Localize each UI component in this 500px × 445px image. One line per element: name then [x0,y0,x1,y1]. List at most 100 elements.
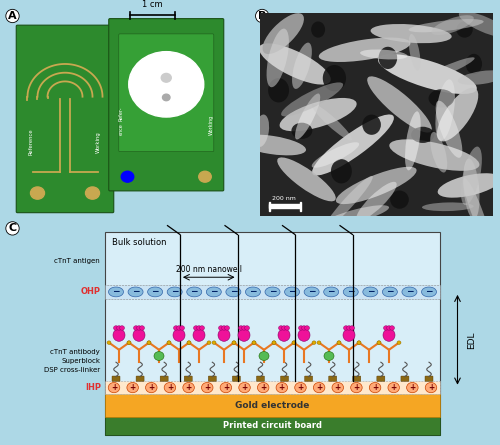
Ellipse shape [280,98,356,131]
Text: +: + [390,383,397,392]
Circle shape [147,341,151,344]
Circle shape [324,352,334,360]
FancyBboxPatch shape [425,376,433,381]
Text: +: + [278,383,285,392]
FancyBboxPatch shape [160,376,168,381]
Text: Working: Working [209,114,214,134]
Text: −: − [328,287,335,296]
FancyBboxPatch shape [16,25,114,213]
Ellipse shape [292,123,312,139]
Circle shape [426,382,437,392]
Circle shape [332,382,344,392]
Circle shape [183,382,194,392]
Circle shape [337,341,341,344]
Text: −: − [112,287,120,296]
Circle shape [294,382,306,392]
Ellipse shape [324,205,389,226]
Circle shape [337,341,341,344]
Ellipse shape [206,287,222,297]
FancyBboxPatch shape [136,376,144,381]
Circle shape [259,352,269,360]
Ellipse shape [312,114,394,175]
Circle shape [282,326,286,330]
Ellipse shape [238,329,250,341]
Ellipse shape [408,19,484,32]
Text: +: + [223,383,229,392]
Text: 200 nm: 200 nm [272,196,296,201]
FancyBboxPatch shape [112,376,120,381]
Circle shape [194,326,198,330]
Text: A: A [8,11,17,21]
Text: 1 cm: 1 cm [142,0,163,9]
Circle shape [238,326,244,330]
Circle shape [232,341,236,344]
Ellipse shape [319,37,410,62]
Ellipse shape [463,158,479,219]
Ellipse shape [298,329,310,341]
Ellipse shape [367,77,432,133]
Ellipse shape [402,287,417,297]
Text: −: − [308,287,316,296]
Circle shape [298,326,304,330]
Circle shape [108,382,120,392]
Text: −: − [190,287,198,296]
Bar [105,394,440,417]
Ellipse shape [390,139,480,171]
Text: DSP cross-linker: DSP cross-linker [44,367,100,373]
Circle shape [278,326,283,330]
Circle shape [292,341,296,344]
Circle shape [377,341,381,344]
Ellipse shape [463,178,490,243]
Text: −: − [425,287,433,296]
Circle shape [122,171,134,182]
Text: +: + [372,383,378,392]
Bar [105,417,440,435]
Circle shape [314,382,325,392]
Text: +: + [130,383,136,392]
FancyBboxPatch shape [184,376,192,381]
Text: Reference: Reference [29,129,34,155]
Circle shape [242,326,246,330]
Text: +: + [111,383,117,392]
Circle shape [202,382,213,392]
Text: cTnT antibody: cTnT antibody [50,349,100,356]
Text: +: + [242,383,248,392]
Ellipse shape [324,176,373,229]
Ellipse shape [237,134,306,155]
Circle shape [147,341,151,344]
Text: Refer-: Refer- [119,106,124,121]
Circle shape [346,326,352,330]
Text: +: + [186,383,192,392]
Circle shape [272,341,276,344]
Circle shape [284,326,290,330]
FancyBboxPatch shape [280,376,288,381]
Text: +: + [260,383,266,392]
Text: ence: ence [119,123,124,135]
Ellipse shape [226,287,241,297]
Text: IHP: IHP [85,383,101,392]
Text: −: − [386,287,394,296]
Ellipse shape [436,101,462,158]
Text: −: − [406,287,413,296]
Text: Working: Working [96,131,101,153]
Text: −: − [171,287,178,296]
Ellipse shape [108,287,124,297]
Ellipse shape [363,287,378,297]
Ellipse shape [422,287,436,297]
Text: −: − [132,287,140,296]
Ellipse shape [362,115,381,135]
Ellipse shape [331,159,352,183]
Ellipse shape [436,79,455,141]
Circle shape [127,382,138,392]
Circle shape [357,341,361,344]
Text: Printed circuit board: Printed circuit board [223,421,322,430]
Circle shape [162,94,170,101]
Ellipse shape [128,287,143,297]
Circle shape [136,326,141,330]
Circle shape [397,341,401,344]
Circle shape [196,326,202,330]
Text: +: + [148,383,154,392]
FancyBboxPatch shape [256,376,264,381]
Text: −: − [230,287,237,296]
Ellipse shape [254,114,269,147]
